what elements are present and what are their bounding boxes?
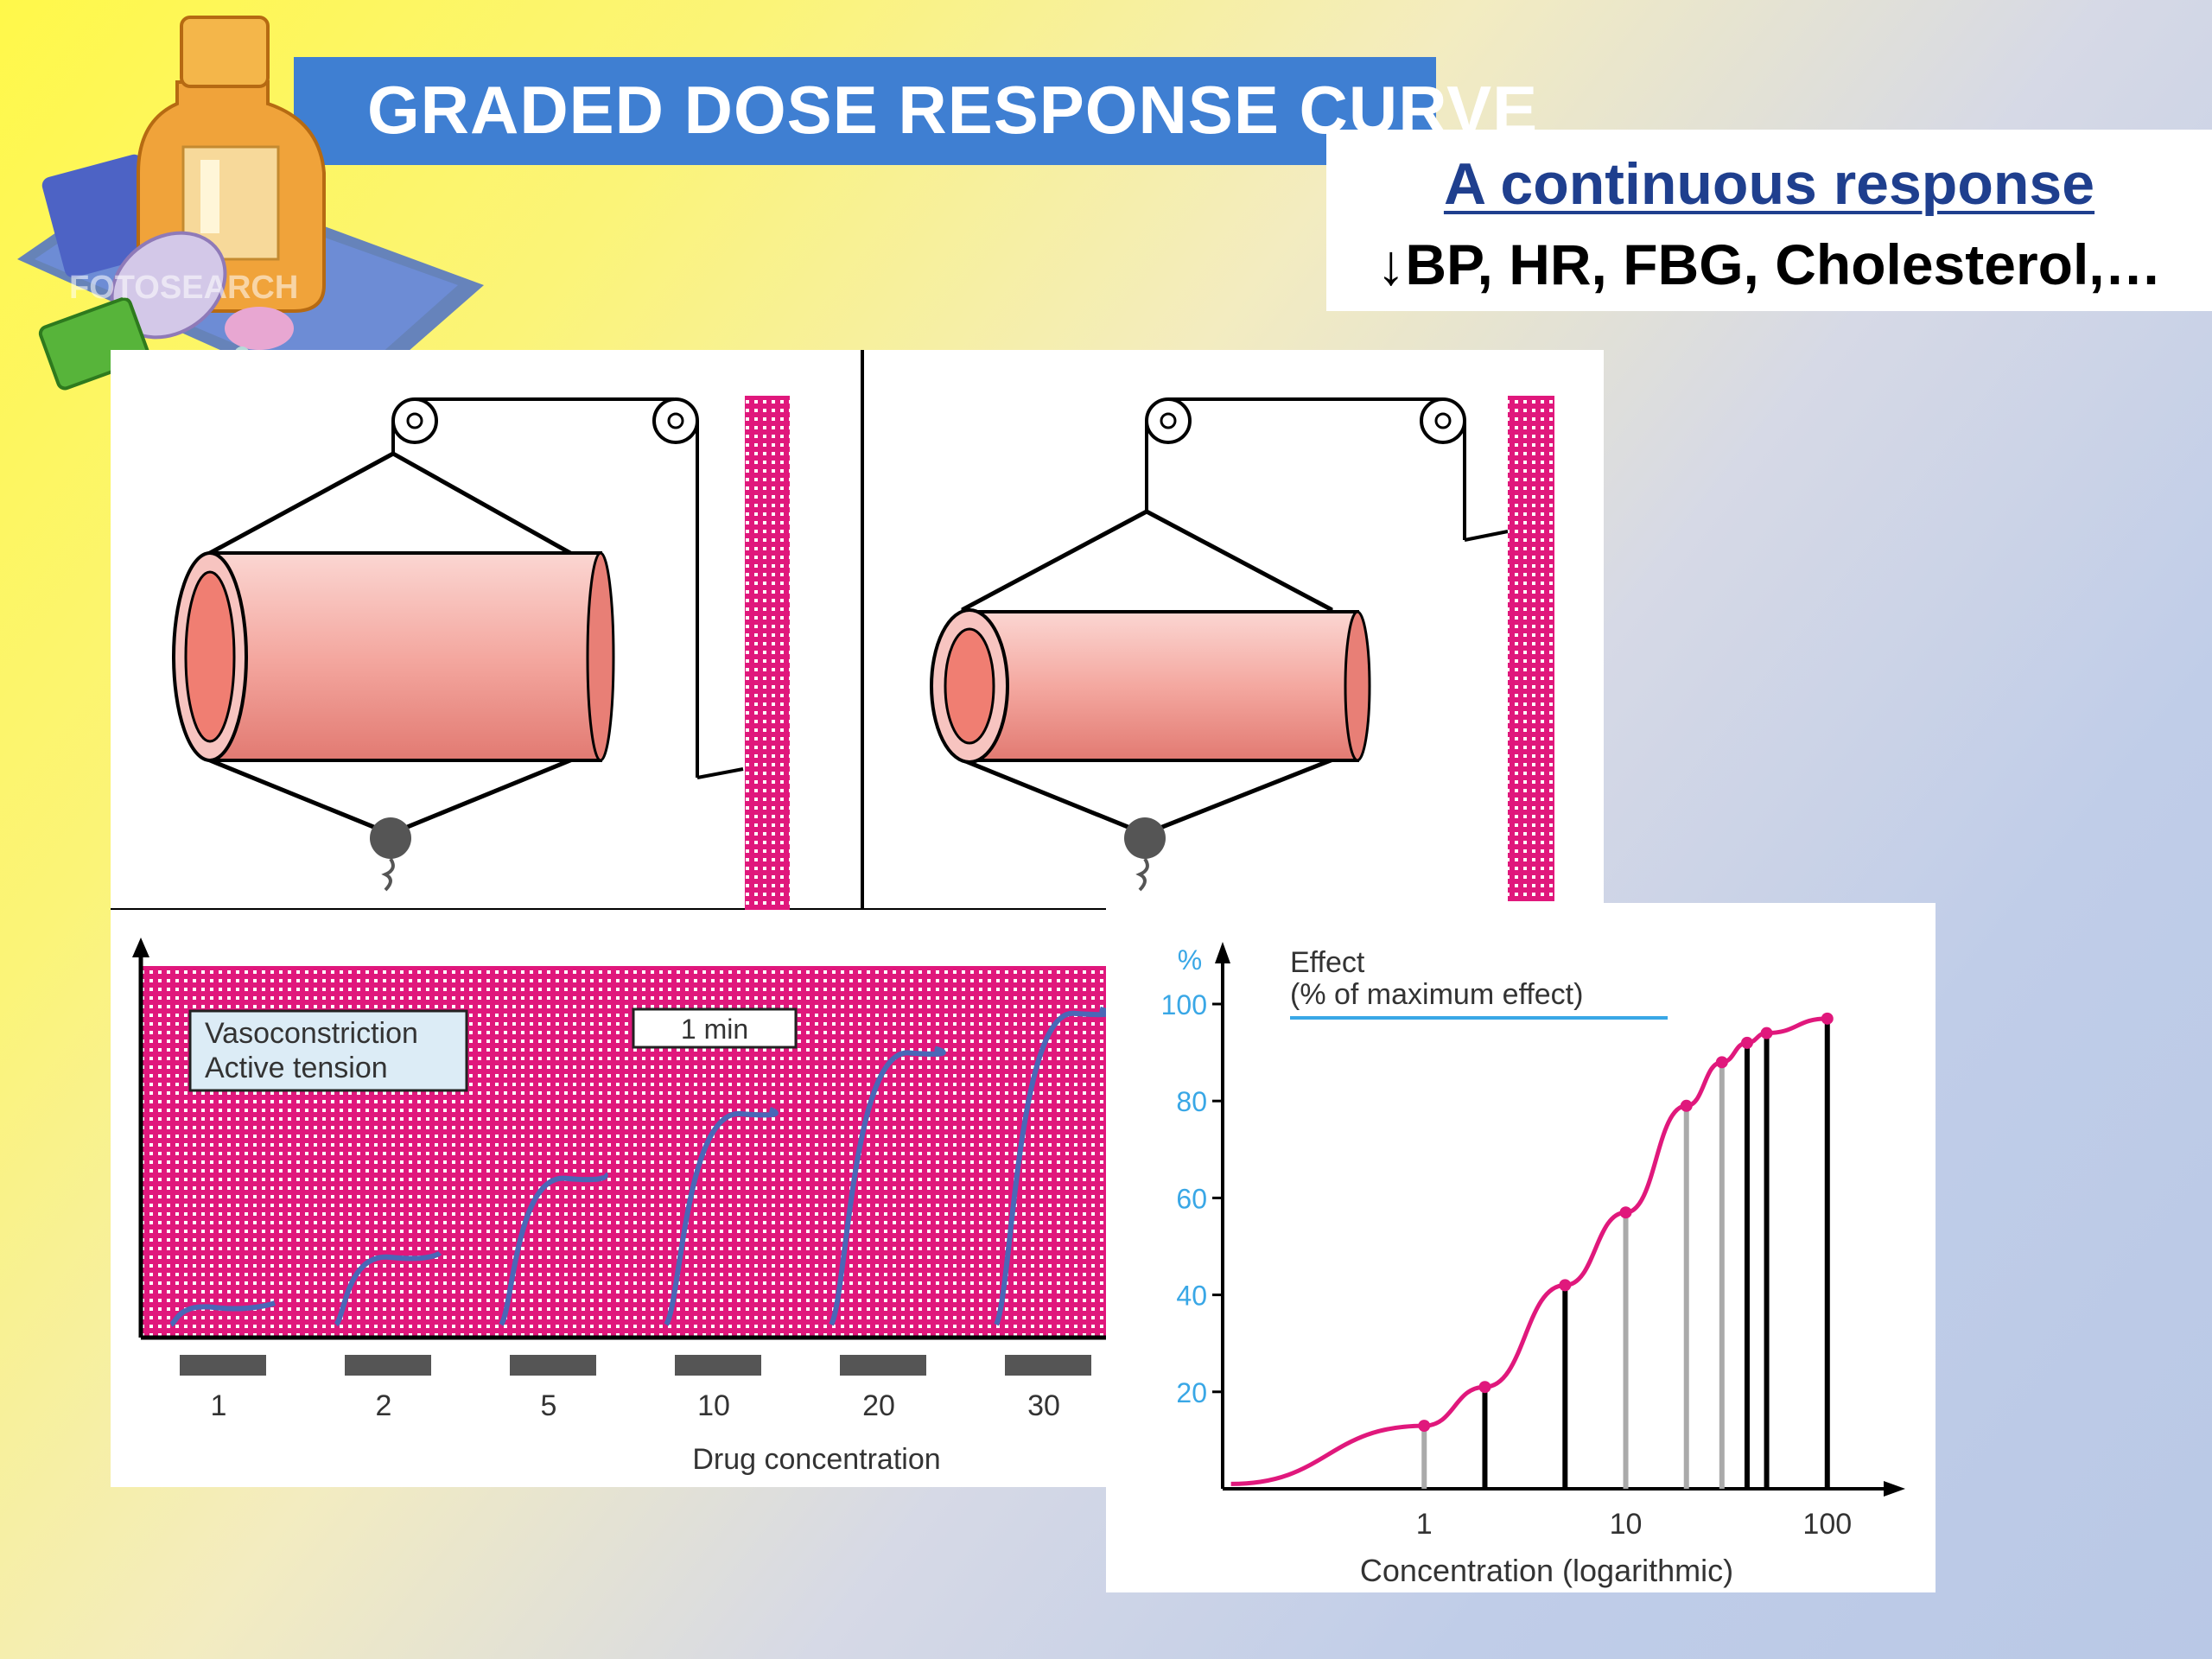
dose-label: 1	[211, 1389, 227, 1422]
continuous-response-box: A continuous response ↓BP, HR, FBG, Chol…	[1326, 130, 2212, 311]
dose-application-bar	[840, 1355, 926, 1376]
tracing-y-arrow	[132, 938, 149, 957]
data-point	[1821, 1012, 1834, 1025]
dose-label: 5	[541, 1389, 557, 1422]
x-tick-label: 100	[1802, 1508, 1852, 1541]
tracing-legend-box	[188, 1009, 468, 1092]
chart-ylabel-top: Effect	[1290, 946, 1365, 979]
medicine-bottle-pills-icon: FOTOSEARCH	[17, 16, 484, 429]
data-point	[1559, 1279, 1572, 1292]
x-tick-label: 1	[1416, 1508, 1433, 1541]
y-tick-label: 20	[1176, 1377, 1207, 1408]
tension-traces	[169, 1006, 1111, 1327]
relaxed-vessel	[172, 396, 790, 910]
continuous-response-heading: A continuous response	[1443, 151, 2095, 217]
tension-recorder-strip-right	[1508, 396, 1554, 901]
dose-application-bar	[345, 1355, 431, 1376]
dose-response-curve	[1230, 1016, 1827, 1486]
data-point	[1715, 1056, 1728, 1069]
dose-application-bar	[1005, 1355, 1091, 1376]
tension-trace	[334, 1250, 442, 1327]
constricted-vessel	[930, 396, 1554, 901]
dose-label: 20	[862, 1389, 895, 1422]
continuous-response-examples: ↓BP, HR, FBG, Cholesterol,…	[1376, 232, 2162, 296]
legend-vasoconstriction: Vasoconstriction	[205, 1017, 418, 1050]
dose-markers: 1 2 5 10 20 30	[180, 1355, 1091, 1422]
y-tick-label: 100	[1161, 989, 1207, 1020]
time-scale-box	[632, 1007, 798, 1049]
data-point	[1619, 1206, 1632, 1219]
time-scale-label: 1 min	[681, 1014, 748, 1045]
chart-y-unit: %	[1178, 944, 1202, 976]
data-point	[1680, 1099, 1693, 1112]
chart-ylabel-bottom: (% of maximum effect)	[1290, 978, 1583, 1011]
chart-x-arrow	[1884, 1481, 1905, 1497]
tracing-xlabel: Drug concentration	[692, 1443, 940, 1476]
tension-trace	[499, 1172, 608, 1326]
data-point	[1740, 1036, 1753, 1049]
legend-active-tension: Active tension	[205, 1052, 388, 1084]
dose-label: 10	[697, 1389, 730, 1422]
y-tick-label: 40	[1176, 1281, 1207, 1312]
tension-trace	[829, 1046, 946, 1326]
y-tick-label: 60	[1176, 1183, 1207, 1214]
dose-label: 30	[1027, 1389, 1060, 1422]
x-tick-label: 10	[1610, 1508, 1643, 1541]
clipart-watermark: FOTOSEARCH	[69, 270, 298, 306]
tension-recorder-strip-left	[745, 396, 790, 910]
dose-label: 2	[376, 1389, 392, 1422]
data-point	[1760, 1027, 1773, 1039]
chart-y-arrow	[1215, 942, 1230, 963]
tension-trace	[664, 1107, 779, 1326]
dose-application-bar	[180, 1355, 266, 1376]
tension-trace	[169, 1300, 276, 1327]
data-point	[1418, 1420, 1431, 1433]
title-banner	[294, 57, 1436, 165]
y-tick-label: 80	[1176, 1086, 1207, 1117]
chart-xlabel: Concentration (logarithmic)	[1360, 1553, 1733, 1588]
data-point	[1478, 1381, 1491, 1394]
dose-application-bar	[675, 1355, 761, 1376]
dose-application-bar	[510, 1355, 596, 1376]
